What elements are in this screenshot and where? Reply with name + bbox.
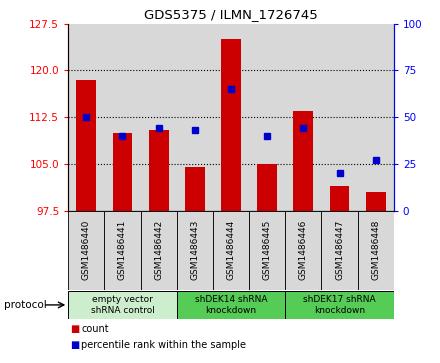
Bar [330,185,349,211]
Text: protocol: protocol [4,300,47,310]
Bar [249,24,285,211]
Text: GSM1486440: GSM1486440 [82,220,91,281]
Title: GDS5375 / ILMN_1726745: GDS5375 / ILMN_1726745 [144,8,318,21]
Bar [140,211,177,290]
Bar [358,211,394,290]
Text: ■: ■ [70,323,80,334]
Bar [68,24,104,211]
Bar [285,211,322,290]
Text: percentile rank within the sample: percentile rank within the sample [81,340,246,350]
Text: count: count [81,323,109,334]
Bar [177,291,285,319]
Bar [358,24,394,211]
Text: shDEK17 shRNA
knockdown: shDEK17 shRNA knockdown [303,295,376,315]
Bar [257,164,277,211]
Bar [149,130,169,211]
Bar [213,211,249,290]
Text: GSM1486441: GSM1486441 [118,220,127,281]
Bar [322,211,358,290]
Text: GSM1486445: GSM1486445 [263,220,271,281]
Bar [68,291,177,319]
Bar [113,132,132,211]
Bar [249,211,285,290]
Bar [177,24,213,211]
Bar [77,80,96,211]
Text: GSM1486442: GSM1486442 [154,220,163,280]
Bar [366,192,386,211]
Bar [104,24,140,211]
Bar [285,24,322,211]
Bar [213,24,249,211]
Text: GSM1486443: GSM1486443 [191,220,199,281]
Text: GSM1486444: GSM1486444 [227,220,235,280]
Text: GSM1486446: GSM1486446 [299,220,308,281]
Bar [221,39,241,211]
Bar [322,24,358,211]
Bar [68,211,104,290]
Text: empty vector
shRNA control: empty vector shRNA control [91,295,154,315]
Bar [140,24,177,211]
Bar [104,211,140,290]
Text: GSM1486448: GSM1486448 [371,220,380,281]
Bar [285,291,394,319]
Text: ■: ■ [70,340,80,350]
Bar [177,211,213,290]
Text: shDEK14 shRNA
knockdown: shDEK14 shRNA knockdown [195,295,267,315]
Bar [293,111,313,211]
Text: GSM1486447: GSM1486447 [335,220,344,281]
Bar [185,167,205,211]
